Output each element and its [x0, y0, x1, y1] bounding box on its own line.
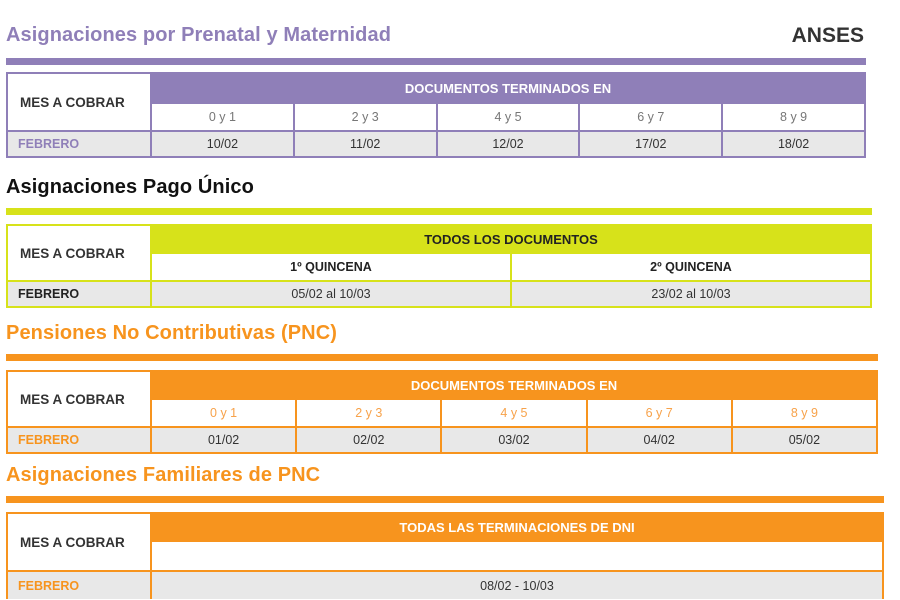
- column-header: 2 y 3: [292, 102, 438, 132]
- mes-a-cobrar-label: MES A COBRAR: [6, 72, 152, 132]
- mes-a-cobrar-label: MES A COBRAR: [6, 370, 152, 428]
- mes-a-cobrar-label: MES A COBRAR: [6, 512, 152, 572]
- month-label: FEBRERO: [6, 130, 152, 158]
- table-cell: 11/02: [292, 130, 438, 158]
- column-header: 1º QUINCENA: [150, 252, 512, 282]
- column-header: 8 y 9: [721, 102, 866, 132]
- table-cell: 23/02 al 10/03: [510, 280, 872, 308]
- table-cell: 17/02: [578, 130, 724, 158]
- section-title-familiares-pnc: Asignaciones Familiares de PNC: [6, 464, 321, 486]
- table-familiares-pnc: MES A COBRAR TODAS LAS TERMINACIONES DE …: [6, 512, 884, 599]
- section-title-pnc: Pensiones No Contributivas (PNC): [6, 322, 338, 344]
- table-cell: 10/02: [150, 130, 295, 158]
- empty-cell: [150, 540, 884, 572]
- month-label: FEBRERO: [6, 280, 152, 308]
- section-title-prenatal: Asignaciones por Prenatal y Maternidad: [6, 24, 392, 46]
- column-header: 8 y 9: [730, 398, 879, 428]
- table-cell: 12/02: [435, 130, 581, 158]
- table-cell: 03/02: [440, 426, 588, 454]
- column-header: 2 y 3: [295, 398, 443, 428]
- table-header: TODOS LOS DOCUMENTOS: [150, 224, 872, 254]
- table-cell: 08/02 - 10/03: [150, 570, 884, 599]
- month-label: FEBRERO: [6, 570, 152, 599]
- table-pago-unico: MES A COBRAR TODOS LOS DOCUMENTOS 1º QUI…: [6, 224, 872, 308]
- table-pnc: MES A COBRAR DOCUMENTOS TERMINADOS EN 0 …: [6, 370, 879, 454]
- section-divider-familiares-pnc: [6, 496, 884, 503]
- table-header: DOCUMENTOS TERMINADOS EN: [150, 72, 866, 104]
- table-cell: 01/02: [149, 426, 298, 454]
- section-divider-pago-unico: [6, 208, 872, 215]
- table-cell: 02/02: [295, 426, 443, 454]
- table-cell: 18/02: [721, 130, 866, 158]
- section-divider-pnc: [6, 354, 878, 361]
- section-divider-prenatal: [6, 58, 866, 65]
- brand-logo-text: ANSES: [791, 24, 864, 47]
- month-label: FEBRERO: [6, 426, 152, 454]
- table-cell: 04/02: [585, 426, 733, 454]
- mes-a-cobrar-label: MES A COBRAR: [6, 224, 152, 282]
- table-prenatal: MES A COBRAR DOCUMENTOS TERMINADOS EN 0 …: [6, 72, 866, 158]
- column-header: 0 y 1: [150, 102, 295, 132]
- table-cell: 05/02 al 10/03: [150, 280, 512, 308]
- table-header: DOCUMENTOS TERMINADOS EN: [150, 370, 878, 400]
- column-header: 6 y 7: [585, 398, 733, 428]
- table-cell: 05/02: [730, 426, 879, 454]
- column-header: 2º QUINCENA: [510, 252, 872, 282]
- table-header: TODAS LAS TERMINACIONES DE DNI: [150, 512, 884, 542]
- section-title-pago-unico: Asignaciones Pago Único: [6, 176, 254, 198]
- column-header: 4 y 5: [440, 398, 588, 428]
- column-header: 0 y 1: [149, 398, 298, 428]
- column-header: 6 y 7: [578, 102, 724, 132]
- column-header: 4 y 5: [435, 102, 581, 132]
